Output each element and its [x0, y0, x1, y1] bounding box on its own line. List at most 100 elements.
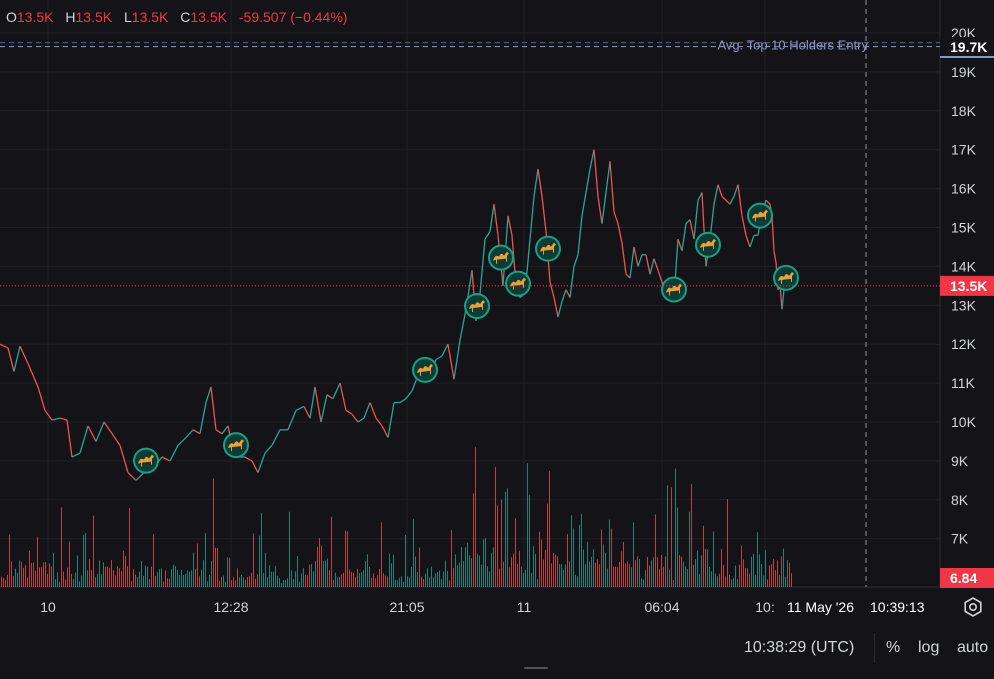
auto-scale-button[interactable]: auto [957, 639, 989, 656]
volume-bar [371, 577, 372, 587]
volume-bar [283, 580, 284, 587]
price-segment [399, 398, 407, 404]
time-axis[interactable]: 10 12:28 21:05 11 06:04 10: 11 May '26 10:39:13 [40, 596, 935, 618]
volume-bar [133, 569, 134, 587]
volume-bars [1, 447, 792, 587]
price-tick-label: 11K [951, 375, 976, 391]
price-segment [447, 344, 455, 380]
volume-bar [443, 571, 444, 587]
price-segment [593, 149, 599, 197]
volume-bar [333, 579, 334, 587]
volume-bar [567, 534, 568, 587]
price-axis[interactable]: 20K19K18K17K16K15K14K13K12K11K10K9K8K7K1… [940, 25, 994, 588]
pane-resize-handle[interactable] [524, 667, 548, 669]
volume-bar [773, 559, 774, 587]
high-value: 13.5K [75, 9, 113, 25]
camel-glyph [138, 454, 154, 467]
price-segment [681, 223, 687, 251]
volume-bar [447, 570, 448, 587]
volume-bar [21, 561, 22, 587]
volume-bar [791, 573, 792, 587]
volume-bar [787, 560, 788, 587]
volume-bar [181, 569, 182, 587]
volume-bar [75, 572, 76, 587]
volume-bar [305, 574, 306, 587]
volume-bar [459, 562, 460, 587]
utc-clock[interactable]: 10:38:29 (UTC) [744, 639, 855, 656]
close-value: 13.5K [190, 9, 227, 25]
volume-bar [261, 512, 262, 587]
volume-bar [143, 575, 144, 587]
volume-bar [583, 549, 584, 587]
volume-bar [499, 568, 500, 587]
volume-bar [409, 577, 410, 587]
volume-bar [43, 562, 44, 587]
volume-bar [411, 567, 412, 587]
price-segment [59, 417, 68, 421]
price-segment [119, 445, 129, 473]
price-segment [771, 215, 775, 251]
volume-bar [249, 576, 250, 587]
volume-bar [301, 573, 302, 587]
volume-bar [585, 564, 586, 587]
low-label: L [123, 9, 132, 25]
volume-bar [69, 541, 70, 587]
volume-bar [129, 507, 130, 587]
volume-bar [31, 562, 32, 587]
volume-bar [285, 580, 286, 587]
volume-bar [739, 564, 740, 587]
volume-tag-bg [940, 568, 994, 588]
price-segment [657, 270, 663, 283]
volume-bar [15, 568, 16, 587]
volume-bar [269, 565, 270, 587]
volume-bar [83, 534, 84, 587]
volume-bar [1, 576, 2, 587]
volume-bar [217, 547, 218, 587]
volume-bar [467, 542, 468, 587]
settings-gear-icon[interactable] [962, 596, 984, 618]
price-tick-label: 10K [951, 414, 977, 430]
price-segment [733, 184, 739, 197]
volume-bar [465, 547, 466, 587]
camel-icon [535, 235, 561, 262]
price-segment [264, 444, 273, 454]
ref-price-tag-bg [940, 37, 994, 57]
volume-bar [705, 549, 706, 587]
log-scale-button[interactable]: log [918, 639, 940, 656]
volume-bar [5, 579, 6, 587]
price-segment [44, 409, 53, 421]
price-segment [19, 345, 29, 364]
volume-bar [115, 575, 116, 587]
percent-scale-button[interactable]: % [886, 639, 901, 656]
price-segment [653, 258, 659, 271]
volume-bar [659, 569, 660, 587]
volume-bar [393, 554, 394, 587]
price-chart[interactable]: Avg. Top 10 Holders Entry 20K19K18K17K16… [0, 0, 994, 625]
volume-bar [271, 571, 272, 587]
volume-bar [475, 447, 476, 587]
volume-bar [783, 548, 784, 587]
price-tick-label: 19K [951, 64, 977, 80]
volume-bar [67, 567, 68, 587]
volume-bar [47, 573, 48, 587]
price-segment [345, 409, 353, 415]
volume-bar [697, 550, 698, 587]
volume-bar [13, 575, 14, 587]
volume-bar [701, 555, 702, 587]
volume-bar [769, 565, 770, 587]
volume-bar [487, 566, 488, 587]
volume-bar [777, 560, 778, 587]
volume-bar [385, 575, 386, 587]
volume-bar [61, 507, 62, 587]
price-segment [713, 184, 719, 205]
price-segment [645, 254, 651, 275]
volume-bar [667, 485, 668, 587]
volume-bar [275, 565, 276, 587]
volume-bar [273, 571, 274, 587]
volume-bar [673, 580, 674, 587]
camel-glyph [493, 251, 509, 264]
volume-bar [749, 573, 750, 587]
volume-bar [91, 570, 92, 587]
price-segment [749, 235, 755, 248]
volume-bar [55, 579, 56, 587]
